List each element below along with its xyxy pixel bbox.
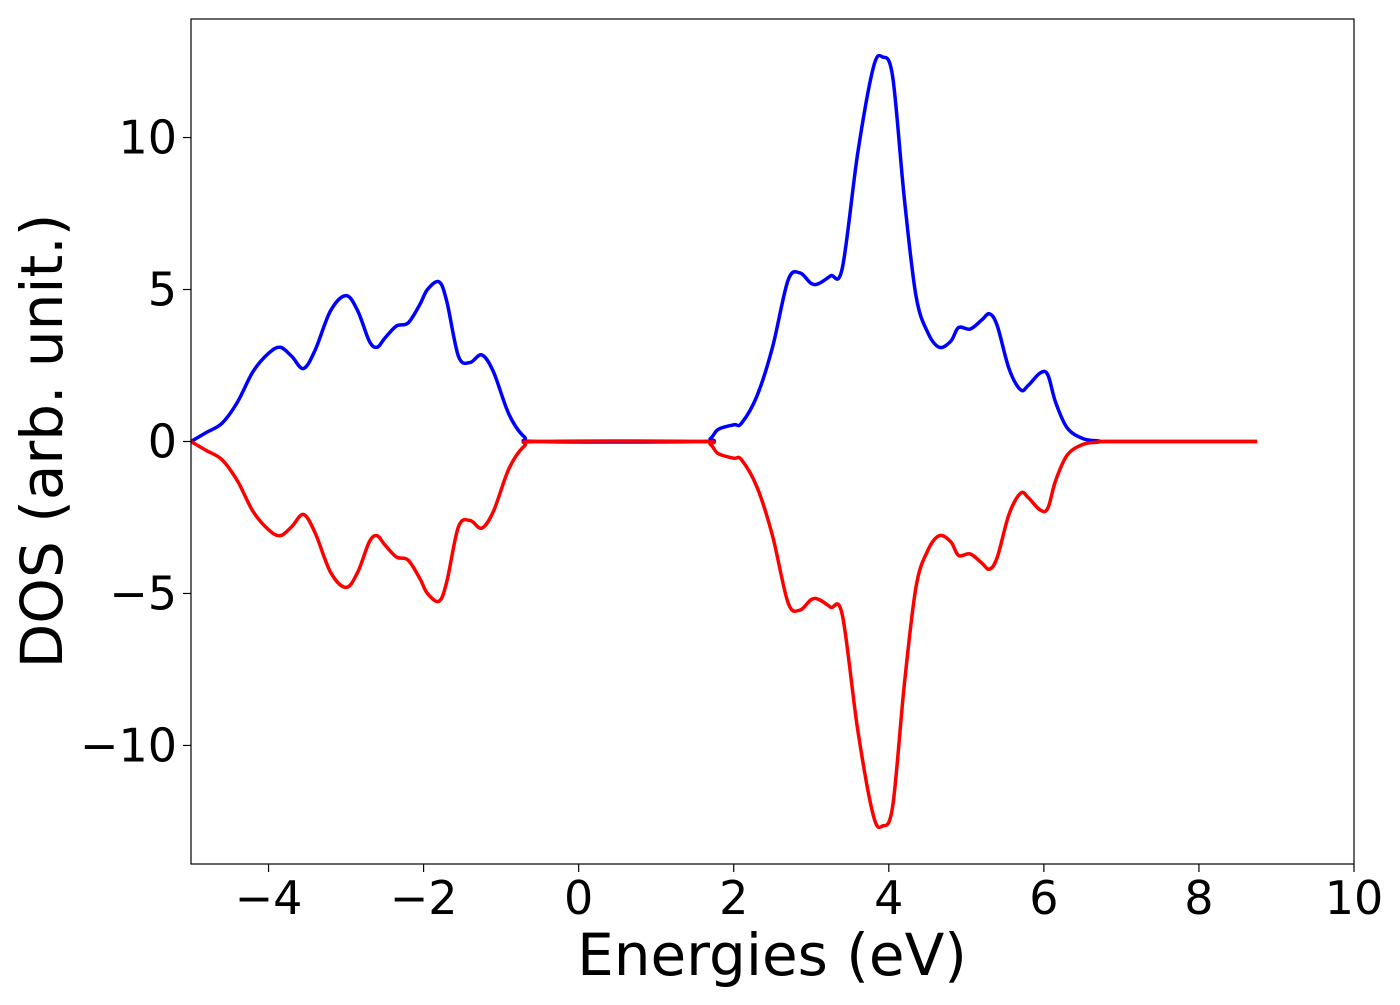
x-tick-label: 10 xyxy=(1325,871,1384,925)
y-tick-label: 5 xyxy=(148,263,177,317)
x-axis-ticks: −4 −2 0 2 4 6 8 10 xyxy=(235,864,1384,925)
x-axis-label: Energies (eV) xyxy=(577,921,967,989)
series-layer xyxy=(190,53,1258,830)
x-tick-label: 4 xyxy=(874,871,903,925)
series-line-2 xyxy=(190,439,1258,830)
x-tick-label: −2 xyxy=(390,871,458,925)
x-tick-label: 8 xyxy=(1184,871,1213,925)
series-line-1 xyxy=(190,53,1258,444)
y-axis-ticks: −10 −5 0 5 10 xyxy=(80,111,191,772)
x-tick-label: 2 xyxy=(719,871,748,925)
x-tick-label: −4 xyxy=(235,871,303,925)
y-tick-label: 0 xyxy=(148,415,177,469)
y-tick-label: 10 xyxy=(118,111,177,165)
x-tick-label: 0 xyxy=(564,871,593,925)
y-tick-label: −10 xyxy=(80,718,177,772)
y-tick-label: −5 xyxy=(109,566,177,620)
y-axis-label: DOS (arb. unit.) xyxy=(8,214,76,669)
x-tick-label: 6 xyxy=(1029,871,1058,925)
